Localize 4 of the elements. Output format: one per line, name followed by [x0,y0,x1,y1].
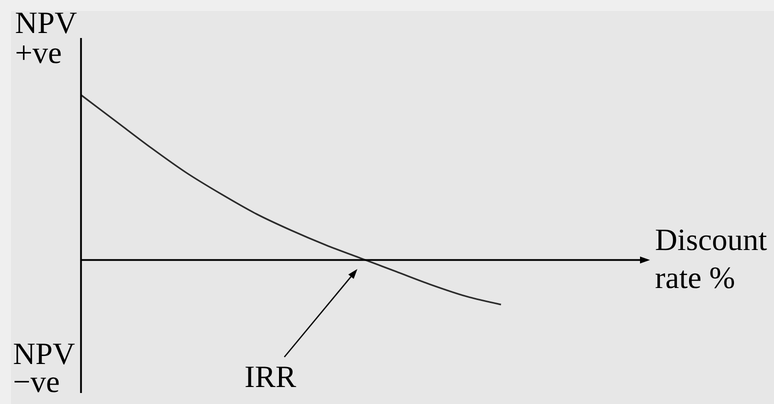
text: NPV +ve [15,5,78,70]
text: IRR [244,358,297,394]
text: NPV −ve [13,336,76,399]
x-axis-title: Discount rate % [655,222,768,295]
